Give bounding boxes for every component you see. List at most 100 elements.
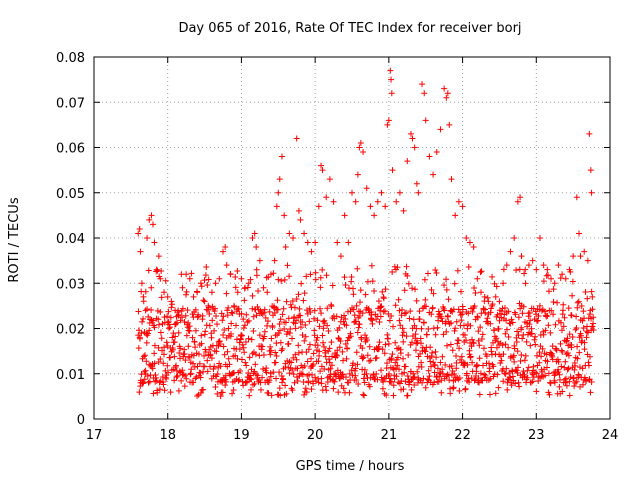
data-point-band xyxy=(204,357,211,364)
data-point-band xyxy=(503,326,510,333)
data-point-band xyxy=(169,334,176,341)
data-point-band xyxy=(314,334,321,341)
data-point-band xyxy=(470,340,477,347)
data-point-band xyxy=(561,376,568,383)
data-point-band xyxy=(200,386,207,393)
data-point xyxy=(466,239,473,246)
data-point-band xyxy=(186,323,193,330)
data-point-band xyxy=(298,280,305,287)
data-point xyxy=(384,121,391,128)
data-point-band xyxy=(344,345,351,352)
data-point-band xyxy=(308,355,315,362)
data-point-band xyxy=(504,379,511,386)
data-point-band xyxy=(429,349,436,356)
data-point xyxy=(356,144,363,151)
data-point xyxy=(446,121,453,128)
data-point-band xyxy=(290,371,297,378)
data-point-band xyxy=(280,305,287,312)
data-point xyxy=(304,239,311,246)
data-point-band xyxy=(225,304,232,311)
y-tick-label: 0.05 xyxy=(56,187,85,202)
data-point-band xyxy=(486,391,493,398)
data-point-band xyxy=(224,312,231,319)
data-point-band xyxy=(474,314,481,321)
data-point-band xyxy=(253,266,260,273)
data-point-band xyxy=(505,333,512,340)
data-point xyxy=(245,280,252,287)
data-point-band xyxy=(244,318,251,325)
data-point-band xyxy=(185,343,192,350)
data-point-band xyxy=(463,337,470,344)
data-point-band xyxy=(251,368,258,375)
data-point-band xyxy=(247,386,254,393)
data-point-band xyxy=(279,379,286,386)
data-point-band xyxy=(244,378,251,385)
data-point-band xyxy=(324,322,331,329)
data-point-band xyxy=(494,371,501,378)
data-point-band xyxy=(448,320,455,327)
data-point-band xyxy=(379,288,386,295)
data-point-band xyxy=(143,339,150,346)
data-point-band xyxy=(159,347,166,354)
data-point-band xyxy=(353,349,360,356)
data-point-band xyxy=(459,306,466,313)
data-point-band xyxy=(525,313,532,320)
data-point-band xyxy=(369,320,376,327)
data-point-band xyxy=(535,378,542,385)
data-point-band xyxy=(216,360,223,367)
data-point-band xyxy=(269,324,276,331)
data-point-band xyxy=(208,355,215,362)
data-point-band xyxy=(346,389,353,396)
data-point-band xyxy=(136,389,143,396)
data-point-band xyxy=(481,371,488,378)
data-point-band xyxy=(189,334,196,341)
data-point-band xyxy=(460,359,467,366)
data-point-band xyxy=(196,360,203,367)
data-point-band xyxy=(380,378,387,385)
data-point-band xyxy=(393,373,400,380)
y-tick-label: 0.04 xyxy=(56,232,85,247)
data-point-band xyxy=(203,263,210,270)
data-point-band xyxy=(469,359,476,366)
data-point-band xyxy=(521,371,528,378)
data-point-band xyxy=(340,385,347,392)
data-point-band xyxy=(400,338,407,345)
data-point xyxy=(371,212,378,219)
data-point-band xyxy=(286,370,293,377)
data-point xyxy=(437,126,444,133)
data-point-band xyxy=(545,370,552,377)
data-point-band xyxy=(282,319,289,326)
data-point-band xyxy=(375,298,382,305)
data-point-band xyxy=(509,368,516,375)
data-point-band xyxy=(354,329,361,336)
data-point-band xyxy=(381,350,388,357)
data-point-band xyxy=(176,368,183,375)
data-point-band xyxy=(320,339,327,346)
data-point-band xyxy=(173,362,180,369)
data-point-band xyxy=(448,363,455,370)
data-point xyxy=(522,266,529,273)
data-point-band xyxy=(407,308,414,315)
data-point xyxy=(161,289,168,296)
data-point-band xyxy=(499,342,506,349)
data-point-band xyxy=(236,339,243,346)
data-point-band xyxy=(362,332,369,339)
data-point-band xyxy=(151,360,158,367)
data-point xyxy=(135,230,142,237)
data-point-band xyxy=(142,288,149,295)
data-point-band xyxy=(480,345,487,352)
data-point xyxy=(208,289,215,296)
data-point-band xyxy=(343,322,350,329)
data-point-band xyxy=(152,371,159,378)
data-point-band xyxy=(285,315,292,322)
data-point-band xyxy=(411,322,418,329)
data-point-band xyxy=(502,341,509,348)
data-point-band xyxy=(454,267,461,274)
data-point-band xyxy=(525,364,532,371)
data-point xyxy=(271,257,278,264)
data-point-band xyxy=(349,285,356,292)
data-point xyxy=(136,225,143,232)
data-point xyxy=(415,189,422,196)
y-tick-label: 0.03 xyxy=(56,277,85,292)
data-point xyxy=(151,239,158,246)
